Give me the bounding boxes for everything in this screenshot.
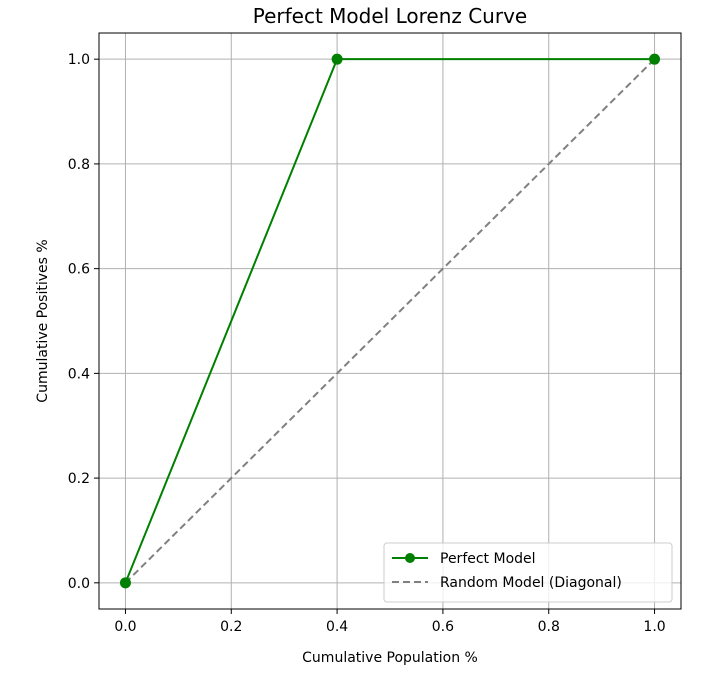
legend-marker-perfect-model (405, 553, 415, 563)
y-tick-label: 0.6 (68, 262, 90, 278)
x-tick-label: 0.4 (326, 619, 348, 635)
chart-title: Perfect Model Lorenz Curve (253, 4, 527, 28)
y-tick-label: 0.8 (68, 157, 90, 173)
axis-ticks: 0.0 0.2 0.4 0.6 0.8 1.0 0.0 0.2 0.4 0.6 0.8 1.0 (68, 52, 666, 635)
x-tick-label: 1.0 (643, 619, 665, 635)
x-tick-label: 0.6 (432, 619, 454, 635)
y-tick-label: 0.0 (68, 576, 90, 592)
y-tick-label: 0.4 (68, 366, 90, 382)
series-layer (119, 53, 661, 589)
data-point-perfect-model (649, 53, 661, 65)
x-tick-label: 0.8 (538, 619, 560, 635)
legend-box (383, 542, 673, 603)
x-tick-label: 0.2 (220, 619, 242, 635)
x-axis-label: Cumulative Population % (302, 650, 478, 666)
x-tick-label: 0.0 (114, 619, 136, 635)
legend-label-perfect-model: Perfect Model (440, 551, 536, 567)
y-axis-label: Cumulative Positives % (35, 239, 51, 402)
series-line-random-model-diagonal (124, 58, 656, 584)
y-tick-label: 0.2 (68, 471, 90, 487)
data-point-perfect-model (119, 577, 131, 589)
data-point-perfect-model (331, 53, 343, 65)
legend: Perfect Model Random Model (Diagonal) (383, 542, 673, 603)
y-tick-label: 1.0 (68, 52, 90, 68)
legend-label-random-model: Random Model (Diagonal) (440, 575, 622, 591)
plot-frame (98, 32, 682, 610)
